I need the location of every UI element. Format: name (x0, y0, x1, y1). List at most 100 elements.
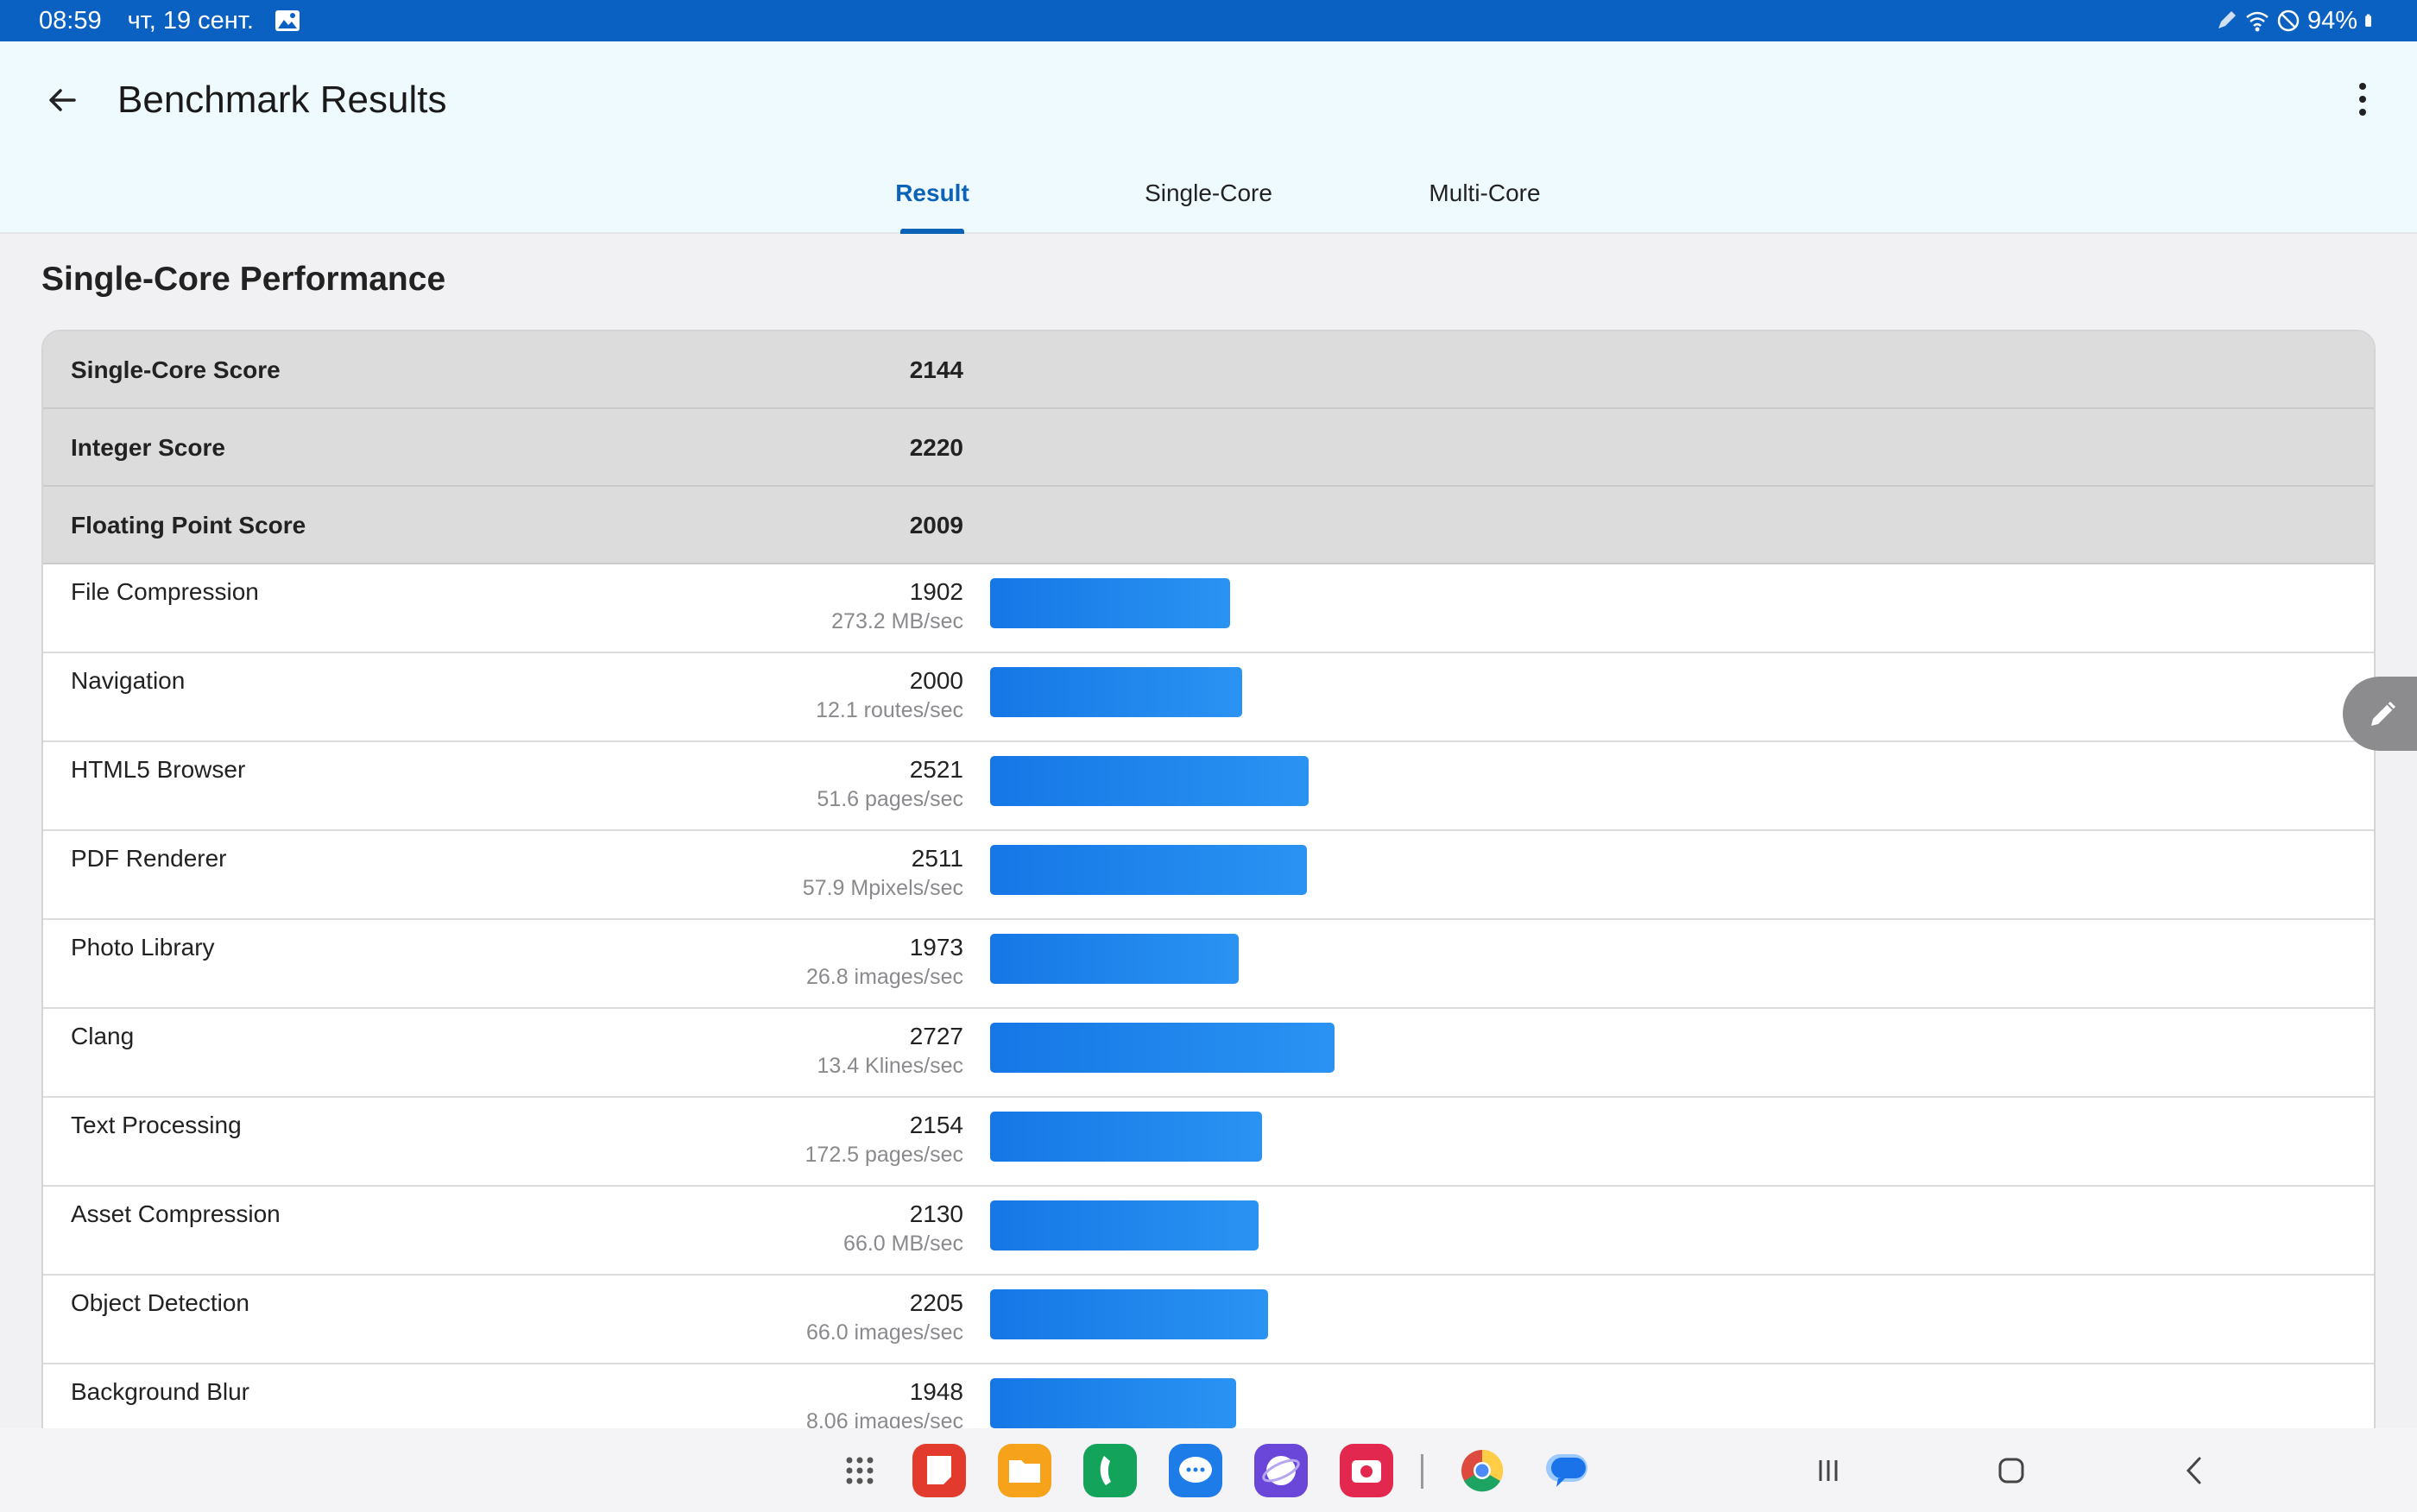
tab-multi-core[interactable]: Multi-Core (1398, 171, 1571, 234)
apps-grid-button[interactable] (833, 1444, 887, 1497)
back-button[interactable] (38, 76, 86, 124)
more-options-button[interactable] (2341, 78, 2384, 121)
internet-app-icon (1254, 1444, 1308, 1497)
test-label: Clang (71, 1023, 135, 1049)
test-row: HTML5 Browser 2521 51.6 pages/sec (43, 742, 2374, 831)
wifi-icon (2246, 11, 2269, 32)
messages-app-icon (1169, 1444, 1222, 1497)
test-row: File Compression 1902 273.2 MB/sec (43, 564, 2374, 653)
notes-app-icon (912, 1444, 966, 1497)
test-row: Navigation 2000 12.1 routes/sec (43, 653, 2374, 742)
score-bar (990, 756, 1309, 806)
dock-divider (1421, 1454, 1423, 1489)
section-title: Single-Core Performance (41, 261, 446, 298)
summary-value: 2009 (909, 512, 963, 539)
test-row: Clang 2727 13.4 Klines/sec (43, 1009, 2374, 1098)
pen-icon (2218, 11, 2236, 28)
tab-multi-core-label: Multi-Core (1429, 180, 1541, 206)
chrome-app-button[interactable] (1455, 1444, 1509, 1497)
summary-label: Single-Core Score (71, 356, 281, 383)
summary-value: 2144 (909, 356, 963, 383)
google-messages-app-button[interactable] (1541, 1444, 1594, 1497)
test-rate: 273.2 MB/sec (831, 609, 963, 633)
score-bar (990, 667, 1242, 717)
score-bar (990, 578, 1230, 628)
notes-app-button[interactable] (912, 1444, 966, 1497)
test-label: PDF Renderer (71, 845, 227, 872)
test-rate: 51.6 pages/sec (817, 787, 963, 811)
test-score: 2521 (909, 756, 963, 783)
gallery-notification-icon (275, 10, 300, 31)
messages-app-button[interactable] (1169, 1444, 1222, 1497)
test-label: Object Detection (71, 1289, 249, 1316)
test-rows: File Compression 1902 273.2 MB/sec Navigati… (43, 564, 2374, 1453)
internet-app-button[interactable] (1254, 1444, 1308, 1497)
score-bar (990, 845, 1307, 895)
test-row: Photo Library 1973 26.8 images/sec (43, 920, 2374, 1009)
back-nav-button[interactable] (2174, 1449, 2217, 1492)
test-label: Text Processing (71, 1112, 242, 1138)
google-messages-app-icon (1546, 1454, 1587, 1487)
status-time: 08:59 (39, 6, 102, 35)
pencil-icon (2371, 702, 2395, 726)
tab-result-label: Result (895, 180, 969, 206)
test-rate: 66.0 images/sec (805, 1320, 963, 1345)
edit-floating-button[interactable] (2343, 677, 2417, 751)
recent-apps-icon (1819, 1460, 1838, 1481)
summary-row: Integer Score 2220 (43, 409, 2374, 487)
files-app-icon (998, 1444, 1051, 1497)
camera-app-button[interactable] (1340, 1444, 1393, 1497)
test-score: 1948 (909, 1378, 963, 1405)
score-bar (990, 1112, 1262, 1162)
page-title: Benchmark Results (117, 79, 447, 121)
test-rate: 26.8 images/sec (805, 965, 963, 989)
recent-apps-button[interactable] (1807, 1449, 1850, 1492)
arrow-left-icon (49, 89, 76, 111)
home-icon (1998, 1458, 2024, 1484)
tab-indicator (900, 229, 964, 234)
test-score: 2727 (909, 1023, 963, 1049)
tab-bar: Result Single-Core Multi-Core (0, 171, 2417, 234)
phone-app-icon (1083, 1444, 1137, 1497)
test-rate: 57.9 Mpixels/sec (802, 876, 963, 900)
test-row: Text Processing 2154 172.5 pages/sec (43, 1098, 2374, 1187)
test-row: Asset Compression 2130 66.0 MB/sec (43, 1187, 2374, 1276)
test-row: PDF Renderer 2511 57.9 Mpixels/sec (43, 831, 2374, 920)
summary-value: 2220 (909, 434, 963, 461)
chrome-app-icon (1461, 1449, 1504, 1492)
tab-single-core-label: Single-Core (1145, 180, 1272, 206)
score-bar (990, 934, 1239, 984)
app-bar: Benchmark Results Result Single-Core Mul… (0, 41, 2417, 234)
summary-rows: Single-Core Score 2144 Integer Score 2220 Fl… (43, 331, 2374, 564)
tab-single-core[interactable]: Single-Core (1122, 171, 1295, 234)
battery-percent: 94% (2307, 6, 2357, 35)
test-rate: 172.5 pages/sec (805, 1143, 963, 1167)
score-bar (990, 1378, 1236, 1428)
navigation-bar (0, 1428, 2417, 1512)
home-button[interactable] (1990, 1449, 2033, 1492)
test-score: 2154 (909, 1112, 963, 1138)
files-app-button[interactable] (998, 1444, 1051, 1497)
do-not-disturb-icon (2277, 9, 2300, 32)
test-rate: 12.1 routes/sec (816, 698, 963, 722)
status-bar: 08:59 чт, 19 сент. 94% (0, 0, 2417, 41)
summary-row: Single-Core Score 2144 (43, 331, 2374, 409)
results-table: Single-Core Score 2144 Integer Score 2220 Fl… (41, 330, 2376, 1512)
test-score: 2130 (909, 1200, 963, 1227)
tab-result[interactable]: Result (863, 171, 1001, 234)
battery-icon (2365, 14, 2371, 27)
test-label: HTML5 Browser (71, 756, 246, 783)
test-rate: 13.4 Klines/sec (817, 1054, 963, 1078)
status-date: чт, 19 сент. (127, 6, 254, 35)
test-label: Photo Library (71, 934, 215, 961)
phone-app-button[interactable] (1083, 1444, 1137, 1497)
chevron-left-icon (2186, 1457, 2201, 1484)
test-score: 1973 (909, 934, 963, 961)
test-label: File Compression (71, 578, 259, 605)
apps-grid-icon (846, 1457, 874, 1484)
test-score: 2000 (909, 667, 963, 694)
summary-row: Floating Point Score 2009 (43, 487, 2374, 564)
camera-app-icon (1340, 1444, 1393, 1497)
test-score: 1902 (909, 578, 963, 605)
score-bar (990, 1023, 1335, 1073)
